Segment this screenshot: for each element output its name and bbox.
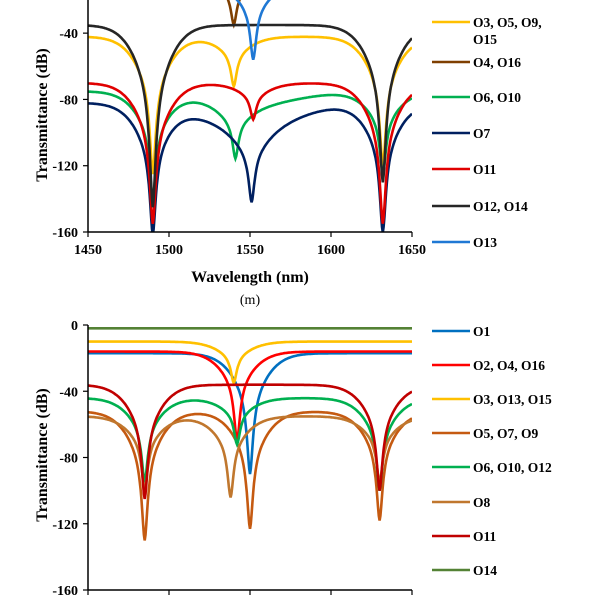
y-tick-label: -40	[59, 385, 78, 400]
y-tick-label: -40	[59, 27, 78, 42]
chart-panel-bottom: 0 -40 -80 -120 -160 Transmittance (dB) O1 O2, O…	[34, 319, 552, 599]
y-tick-label: -80	[59, 452, 78, 467]
legend-label: O5, O7, O9	[473, 426, 539, 441]
series-line-o11	[88, 383, 412, 500]
y-tick-label: -160	[52, 226, 78, 241]
legend-label: O11	[473, 529, 497, 544]
series-line-o11	[88, 82, 412, 224]
x-tick-label: 1450	[74, 243, 102, 258]
series-line-o13	[235, 0, 272, 61]
x-tick-label: 1500	[155, 243, 183, 258]
legend-label: O11	[473, 162, 497, 177]
x-tick-label: 1550	[236, 243, 264, 258]
y-tick-label: -160	[52, 584, 78, 599]
x-axis-label: Wavelength (nm)	[191, 269, 309, 286]
legend-label: O13	[473, 235, 497, 250]
legend-label: O7	[473, 126, 491, 141]
y-axis-label: Transmittance (dB)	[34, 48, 51, 181]
legend-label: O1	[473, 324, 491, 339]
series-line-o7	[88, 102, 412, 232]
legend-label: O3, O13, O15	[473, 392, 552, 407]
legend-label: O3, O5, O9, O15	[473, 15, 542, 47]
chart-panel-top: -40 -80 -120 -160 1450 1500 1550 1600 1650 Transm…	[34, 0, 542, 308]
y-tick-label: -120	[52, 518, 78, 533]
legend: O1 O2, O4, O16 O3, O13, O15 O5, O7, O9 O6, O…	[432, 324, 552, 578]
legend-label: O4, O16	[473, 55, 521, 70]
legend-label: O12, O14	[473, 199, 528, 214]
x-tick-label: 1650	[398, 243, 426, 258]
series-line-o4-o16	[226, 0, 241, 29]
x-tick-label: 1600	[317, 243, 345, 258]
series-line-o2-o4-o16	[88, 350, 412, 442]
y-axis-label: Transmittance (dB)	[34, 388, 51, 521]
y-tick-label: 0	[71, 319, 78, 334]
legend-label: O6, O10	[473, 90, 521, 105]
series-line-o12-o14	[88, 23, 412, 208]
y-tick-label: -80	[59, 93, 78, 108]
series-line-o3-o13-o15	[88, 340, 412, 387]
legend-label: O14	[473, 563, 497, 578]
legend-label: O8	[473, 495, 491, 510]
y-tick-label: -120	[52, 160, 78, 175]
panel-caption: (m)	[240, 293, 261, 308]
series-line-o1	[88, 351, 412, 475]
legend-label: O6, O10, O12	[473, 460, 552, 475]
legend: O3, O5, O9, O15 O4, O16 O6, O10 O7 O11 O12, O1…	[432, 15, 542, 250]
legend-label: O2, O4, O16	[473, 358, 545, 373]
